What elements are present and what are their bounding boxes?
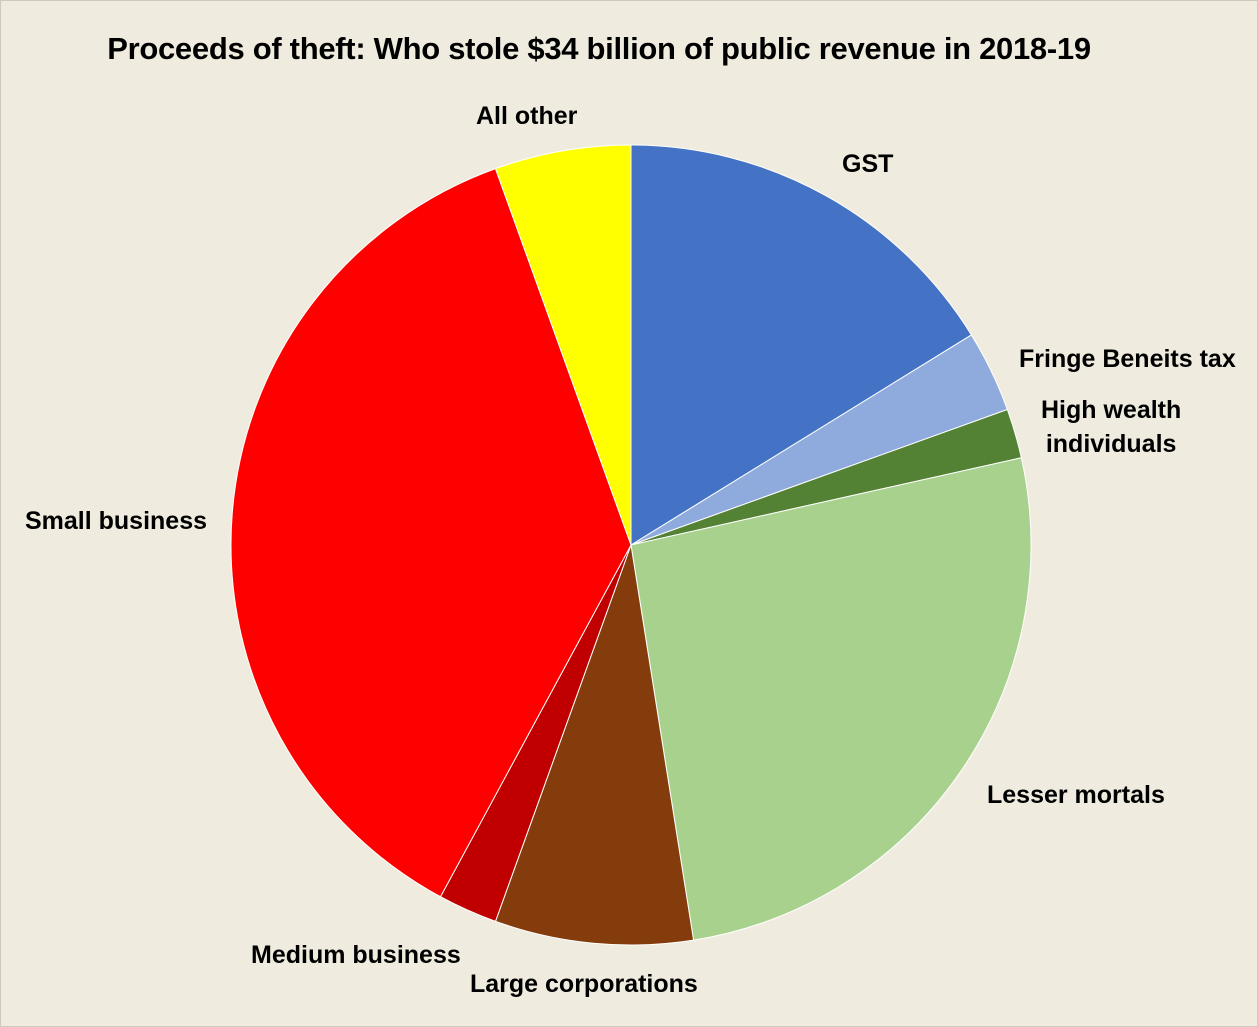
slice-label-gst: GST (842, 150, 894, 178)
pie-slice-gst (630, 144, 973, 546)
chart-title: Proceeds of theft: Who stole $34 billion… (107, 31, 1091, 66)
slice-label-medium-business: Medium business (251, 941, 461, 969)
slice-label-large-corporations: Large corporations (470, 970, 698, 998)
pie-slice-lesser-mortals (630, 457, 1032, 941)
pie-slice-large-corporations (494, 544, 695, 946)
slice-label-high-wealth-individuals: High wealth individuals (1041, 396, 1182, 458)
slice-label-fringe-benefits-tax: Fringe Beneits tax (1019, 345, 1236, 373)
pie-slice-small-business (230, 168, 632, 898)
slice-label-lesser-mortals: Lesser mortals (987, 781, 1165, 809)
pie-slice-all-other (494, 144, 632, 546)
slice-label-small-business: Small business (25, 507, 208, 535)
slice-label-all-other: All other (476, 102, 578, 130)
